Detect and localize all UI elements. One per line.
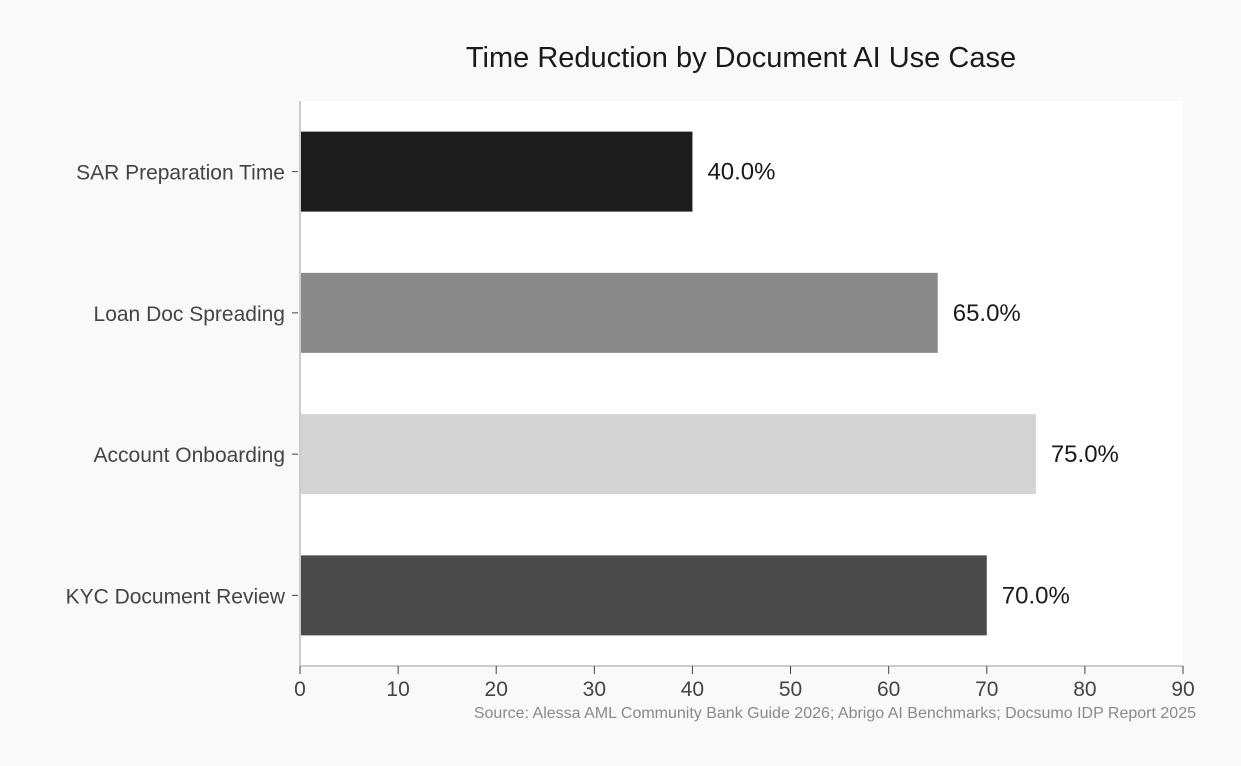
bar-value-label-3: 70.0% <box>1002 582 1070 609</box>
y-tick-label-0: SAR Preparation Time <box>76 162 285 185</box>
bar-value-label-0: 40.0% <box>707 159 775 186</box>
x-tick-label-2: 20 <box>485 678 508 701</box>
x-tick-label-7: 70 <box>975 678 998 701</box>
bar-1 <box>300 272 938 353</box>
y-tick-label-1: Loan Doc Spreading <box>94 303 285 326</box>
x-tick-label-5: 50 <box>779 678 802 701</box>
x-tick-label-1: 10 <box>386 678 409 701</box>
x-tick-label-8: 80 <box>1073 678 1096 701</box>
source-note: Source: Alessa AML Community Bank Guide … <box>474 705 1196 722</box>
bar-0 <box>300 131 693 212</box>
x-tick-label-4: 40 <box>681 678 704 701</box>
y-tick-label-2: Account Onboarding <box>94 444 285 467</box>
bar-value-label-1: 65.0% <box>953 300 1021 327</box>
y-tick-label-3: KYC Document Review <box>66 585 286 608</box>
chart-title: Time Reduction by Document AI Use Case <box>466 42 1016 74</box>
bar-value-label-2: 75.0% <box>1051 441 1119 468</box>
x-tick-label-3: 30 <box>583 678 606 701</box>
x-tick-label-6: 60 <box>877 678 900 701</box>
x-tick-label-9: 90 <box>1171 678 1194 701</box>
bar-2 <box>300 414 1036 495</box>
x-tick-label-0: 0 <box>294 678 306 701</box>
bar-3 <box>300 555 987 636</box>
